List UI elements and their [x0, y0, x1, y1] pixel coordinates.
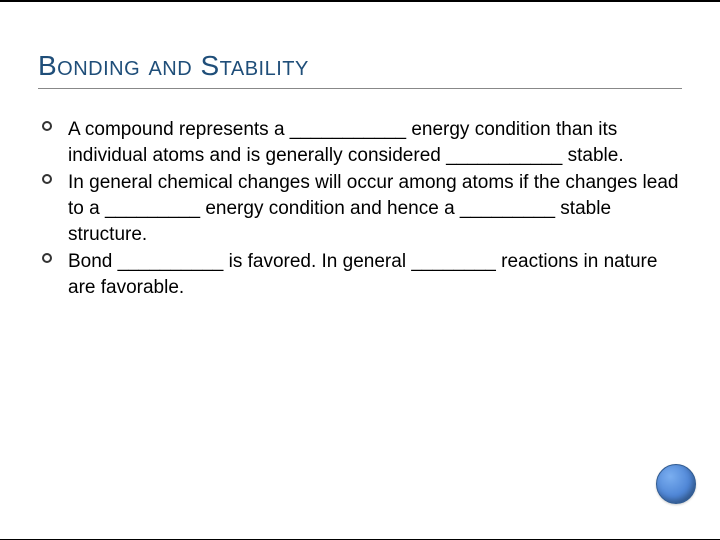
bullet-icon: [42, 253, 52, 263]
bullet-icon: [42, 121, 52, 131]
slide: Bonding and Stability A compound represe…: [0, 0, 720, 540]
list-item: In general chemical changes will occur a…: [40, 170, 682, 247]
title-rule: [38, 88, 682, 89]
bullet-list: A compound represents a ___________ ener…: [38, 117, 682, 300]
bullet-text: In general chemical changes will occur a…: [68, 172, 678, 244]
list-item: A compound represents a ___________ ener…: [40, 117, 682, 168]
decorative-sphere-icon: [656, 464, 696, 504]
bullet-text: A compound represents a ___________ ener…: [68, 119, 624, 166]
slide-title: Bonding and Stability: [38, 50, 682, 82]
bullet-text: Bond __________ is favored. In general _…: [68, 251, 657, 298]
bullet-icon: [42, 174, 52, 184]
list-item: Bond __________ is favored. In general _…: [40, 249, 682, 300]
top-edge: [0, 0, 720, 2]
